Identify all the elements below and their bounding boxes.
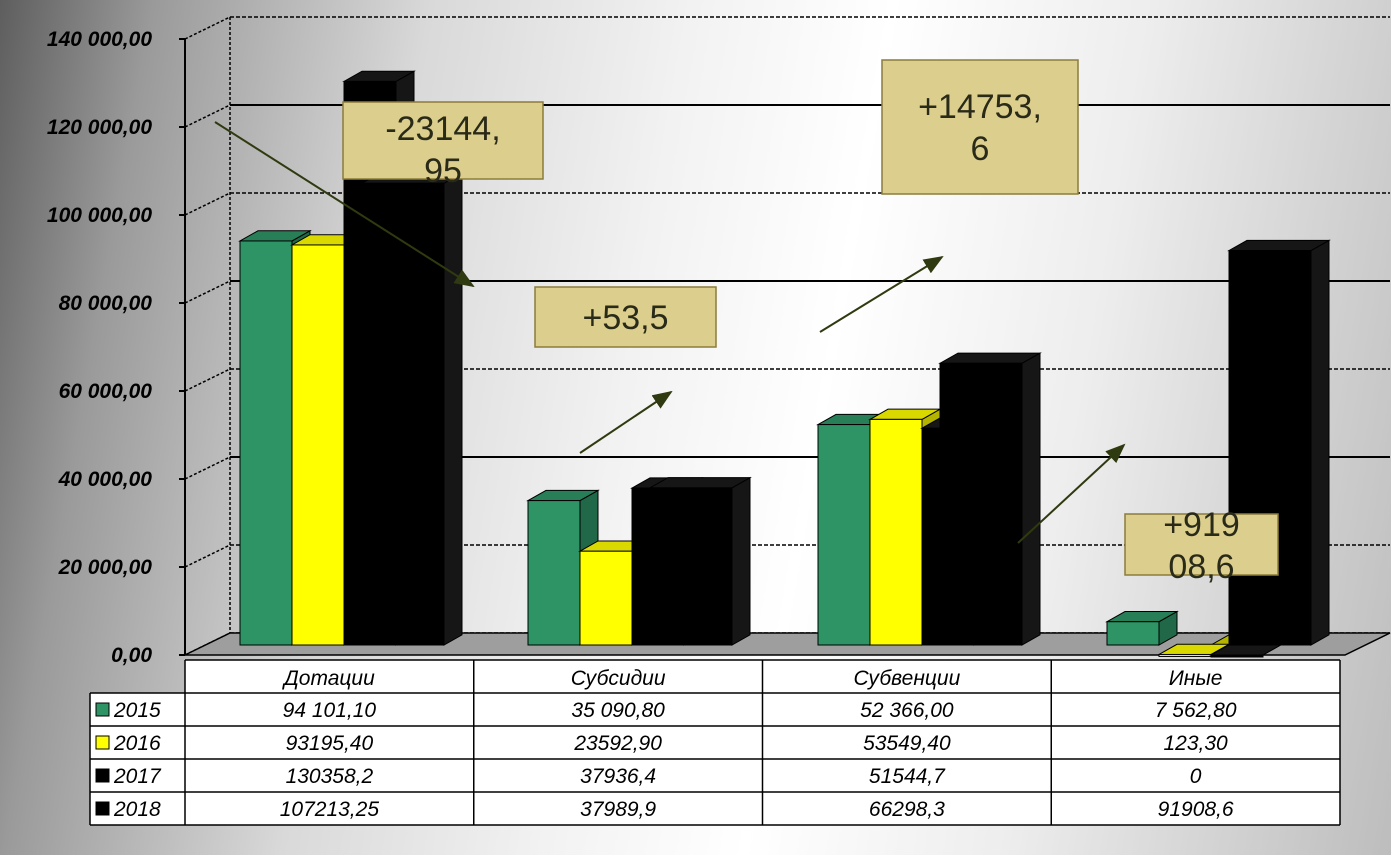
y-tick-label: 0,00	[111, 644, 152, 667]
bar-top	[940, 353, 1040, 363]
bar-2018-2	[940, 353, 1040, 645]
legend-label: 2016	[113, 732, 161, 755]
y-tick-label: 80 000,00	[59, 292, 153, 315]
legend-swatch	[96, 802, 109, 815]
category-label: Субсидии	[571, 667, 666, 690]
table-cell: 130358,2	[286, 765, 374, 788]
category-label: Субвенции	[853, 667, 960, 690]
bar-2018-1	[650, 478, 750, 645]
legend-label: 2018	[113, 798, 161, 821]
grid-diagonal	[185, 457, 230, 479]
bar-front	[650, 488, 732, 645]
table-cell: 53549,40	[863, 732, 951, 755]
table-cell: 51544,7	[869, 765, 946, 788]
y-axis: 0,00 20 000,00 40 000,00 60 000,00 80 000,00…	[47, 28, 185, 667]
grid-diagonal	[185, 17, 230, 39]
table-cell: 37936,4	[580, 765, 656, 788]
bar-front	[580, 551, 632, 645]
bar-front	[818, 425, 870, 645]
bar-front	[940, 363, 1022, 645]
table-cell: 23592,90	[573, 732, 662, 755]
bar-2015-3	[1107, 612, 1177, 645]
table-cell: 94 101,10	[283, 699, 377, 722]
table-cell: 107213,25	[280, 798, 380, 821]
y-tick-label: 40 000,00	[58, 468, 153, 491]
legend-swatch	[96, 703, 109, 716]
grid-diagonal	[185, 193, 230, 215]
legend-swatch	[96, 736, 109, 749]
table-cell: 66298,3	[869, 798, 945, 821]
table-cell: 91908,6	[1158, 798, 1234, 821]
table-cell: 37989,9	[580, 798, 656, 821]
annotation-text: +53,5	[582, 299, 668, 337]
grid-diagonal	[185, 545, 230, 567]
grid-diagonal	[185, 369, 230, 391]
bar-top	[650, 478, 750, 488]
data-table: Дотации Субсидии Субвенции Иные 2015 94 101,1…	[90, 660, 1340, 825]
annotation-box	[882, 60, 1078, 194]
category-label: Дотации	[282, 667, 375, 690]
annotations: -23144, 95 +14753, 6 +53,5 +919 08,6	[343, 60, 1278, 586]
bar-top	[1229, 240, 1329, 250]
annotation-text: 95	[424, 152, 462, 190]
table-cell: 123,30	[1164, 732, 1229, 755]
bar-front	[240, 241, 292, 645]
y-tick-label: 120 000,00	[47, 116, 152, 139]
bar-side	[732, 478, 750, 645]
bar-front	[870, 419, 922, 645]
bar-front	[362, 183, 444, 645]
bar-front	[1107, 622, 1159, 645]
bar-side	[1311, 240, 1329, 645]
table-cell: 7 562,80	[1155, 699, 1237, 722]
bar-front	[528, 501, 580, 645]
table-cell: 93195,40	[286, 732, 374, 755]
trend-arrow	[580, 392, 671, 453]
y-tick-label: 100 000,00	[47, 204, 152, 227]
annotation-text: 6	[971, 130, 990, 168]
bar-front	[292, 245, 344, 645]
bar-front	[1159, 654, 1211, 656]
annotation-text: +919	[1163, 506, 1240, 544]
bar-front	[1229, 251, 1311, 645]
bar-side	[444, 173, 462, 645]
annotation-text: +14753,	[918, 88, 1042, 126]
category-label: Иные	[1169, 667, 1223, 690]
table-cell: 52 366,00	[860, 699, 954, 722]
annotation-text: -23144,	[385, 110, 500, 148]
bar-front	[1211, 655, 1263, 657]
trend-arrow	[820, 257, 942, 332]
legend-label: 2015	[113, 699, 161, 722]
table-cell: 35 090,80	[571, 699, 665, 722]
grid-diagonal	[185, 281, 230, 303]
y-tick-label: 60 000,00	[59, 380, 153, 403]
table-cell: 0	[1190, 765, 1202, 788]
legend-label: 2017	[113, 765, 162, 788]
grid-diagonal	[185, 105, 230, 127]
bar-2018-0	[362, 173, 462, 645]
bar-2018-3	[1229, 240, 1329, 645]
legend-swatch	[96, 769, 109, 782]
annotation-text: 08,6	[1168, 548, 1234, 586]
y-tick-label: 20 000,00	[58, 556, 153, 579]
bar-side	[1022, 353, 1040, 645]
y-tick-label: 140 000,00	[47, 28, 152, 51]
